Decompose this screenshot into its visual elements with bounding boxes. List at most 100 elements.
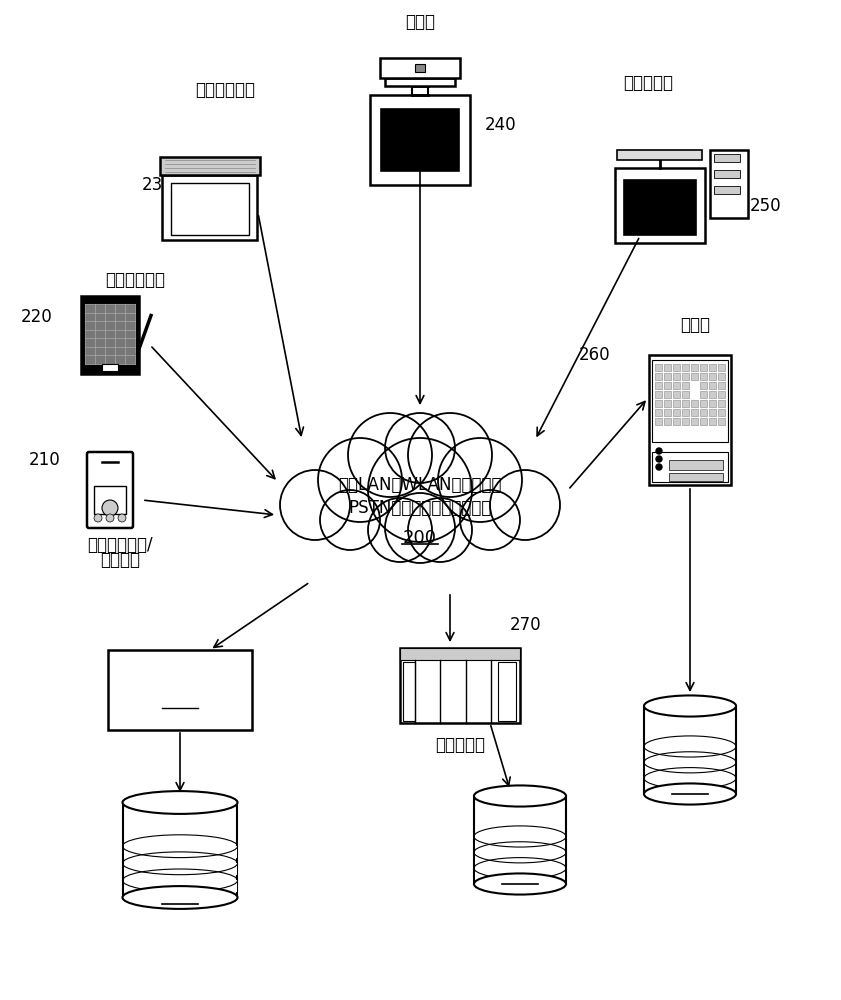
Bar <box>645 778 735 789</box>
Circle shape <box>320 490 380 550</box>
Bar <box>709 418 716 425</box>
Bar <box>682 382 689 389</box>
Bar <box>655 364 662 371</box>
Ellipse shape <box>123 886 237 909</box>
Circle shape <box>490 470 560 540</box>
Bar <box>385 78 455 86</box>
Bar <box>700 391 707 398</box>
Bar <box>652 360 728 442</box>
Text: 手写笔计算机: 手写笔计算机 <box>105 271 165 289</box>
Bar <box>718 409 725 416</box>
Text: 数据存储器: 数据存储器 <box>495 841 545 859</box>
Bar <box>624 180 696 235</box>
Bar <box>691 409 698 416</box>
Bar <box>682 391 689 398</box>
Bar <box>682 418 689 425</box>
Text: 265: 265 <box>673 779 707 797</box>
Bar <box>714 170 740 178</box>
FancyBboxPatch shape <box>87 452 133 528</box>
Bar <box>475 852 565 863</box>
Bar <box>718 364 725 371</box>
Bar <box>700 418 707 425</box>
Bar <box>709 409 716 416</box>
Bar <box>403 662 415 720</box>
Bar <box>655 409 662 416</box>
Circle shape <box>385 493 455 563</box>
Bar <box>474 796 566 884</box>
Circle shape <box>656 448 662 454</box>
Circle shape <box>656 464 662 470</box>
Bar <box>718 382 725 389</box>
Bar <box>700 400 707 407</box>
Bar <box>700 373 707 380</box>
Circle shape <box>102 500 118 516</box>
Bar <box>710 150 748 218</box>
Bar <box>381 109 459 171</box>
Ellipse shape <box>474 785 566 807</box>
Bar <box>673 418 680 425</box>
Text: 220: 220 <box>20 308 52 326</box>
Text: 非易失: 非易失 <box>505 819 535 837</box>
Bar <box>645 746 735 757</box>
Bar <box>709 391 716 398</box>
Bar <box>664 373 671 380</box>
Bar <box>714 154 740 162</box>
Circle shape <box>408 413 492 497</box>
Bar <box>81 296 139 374</box>
Circle shape <box>460 490 520 550</box>
Text: 例如LAN、WLAN、因特网、: 例如LAN、WLAN、因特网、 <box>338 476 502 494</box>
Bar <box>370 95 470 185</box>
Bar <box>664 400 671 407</box>
Circle shape <box>438 438 522 522</box>
Bar <box>691 400 698 407</box>
Bar <box>673 382 680 389</box>
Text: 275: 275 <box>503 869 537 887</box>
Text: 280: 280 <box>164 693 196 711</box>
Bar <box>691 364 698 371</box>
Bar <box>162 175 257 240</box>
Bar <box>85 304 135 364</box>
Circle shape <box>94 514 102 522</box>
Bar <box>655 391 662 398</box>
Bar <box>709 364 716 371</box>
Bar <box>682 364 689 371</box>
Bar <box>700 364 707 371</box>
Text: 数据库等）: 数据库等） <box>157 864 203 880</box>
Bar <box>682 373 689 380</box>
Text: 230: 230 <box>142 176 174 194</box>
Text: 工作站: 工作站 <box>405 13 435 31</box>
Bar <box>652 452 728 482</box>
Bar <box>669 460 723 470</box>
Bar <box>714 186 740 194</box>
Bar <box>124 880 236 892</box>
Bar <box>124 863 236 875</box>
Bar <box>102 364 118 371</box>
Bar <box>94 486 126 514</box>
Bar <box>380 58 460 78</box>
Bar <box>655 400 662 407</box>
Bar <box>700 382 707 389</box>
Bar <box>673 409 680 416</box>
Circle shape <box>106 514 114 522</box>
Bar <box>475 836 565 847</box>
Bar <box>108 650 252 730</box>
Circle shape <box>656 456 662 462</box>
Circle shape <box>408 498 472 562</box>
Bar <box>718 391 725 398</box>
Text: PSTN、无线等的计算机网络: PSTN、无线等的计算机网络 <box>348 499 492 517</box>
Circle shape <box>118 514 126 522</box>
Circle shape <box>280 470 350 540</box>
Bar <box>664 418 671 425</box>
Bar <box>655 418 662 425</box>
Bar <box>649 355 731 485</box>
Bar <box>673 391 680 398</box>
Bar <box>400 648 520 660</box>
Text: 腽上型计算机: 腽上型计算机 <box>195 81 255 99</box>
Text: 250: 250 <box>750 197 781 215</box>
Bar <box>709 382 716 389</box>
Ellipse shape <box>123 791 237 814</box>
Bar <box>718 373 725 380</box>
Bar <box>700 409 707 416</box>
Bar <box>415 64 425 72</box>
Bar <box>669 473 723 481</box>
